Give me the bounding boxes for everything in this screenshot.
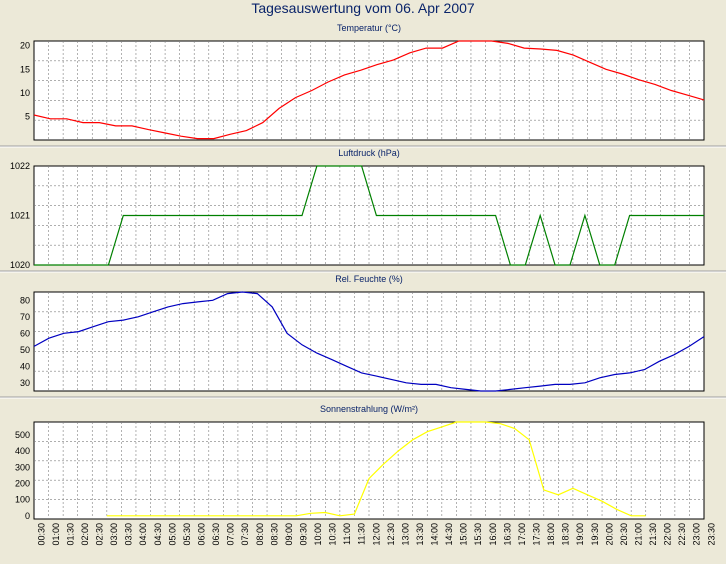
y-tick-label: 40	[20, 361, 30, 371]
x-tick-label: 12:30	[386, 523, 396, 546]
humidity-line	[33, 291, 705, 392]
x-tick-label: 08:00	[255, 523, 265, 546]
y-tick-label: 60	[20, 328, 30, 338]
radiation-line	[106, 421, 646, 517]
y-tick-label: 1020	[10, 260, 30, 270]
chart-title: Rel. Feuchte (%)	[335, 274, 403, 284]
chart-title: Temperatur (°C)	[337, 23, 401, 33]
x-tick-label: 10:30	[328, 523, 338, 546]
temperature-chart: Temperatur (°C) 5 10 15 20	[0, 23, 726, 148]
y-tick-label: 1022	[10, 161, 30, 171]
pressure-chart: Luftdruck (hPa) 1020 1021 1022	[0, 148, 726, 273]
x-tick-label: 23:00	[692, 523, 702, 546]
radiation-chart: Sonnenstrahlung (W/m²) 0 100 200 300 400 500	[15, 404, 705, 521]
x-tick-label: 05:30	[182, 523, 192, 546]
x-axis: 00:30 01:00 01:30 02:00 02:30 03:00 03:30 04:00…	[36, 523, 716, 546]
x-tick-label: 03:00	[109, 523, 119, 546]
y-tick-label: 1021	[10, 211, 30, 221]
x-tick-label: 13:30	[415, 523, 425, 546]
x-tick-label: 07:30	[240, 523, 250, 546]
humidity-chart: Rel. Feuchte (%) 30 40 50 60 70 80	[0, 274, 726, 399]
y-tick-label: 300	[15, 462, 30, 472]
x-tick-label: 23:30	[706, 523, 716, 546]
y-tick-label: 20	[20, 41, 30, 51]
x-tick-label: 02:00	[80, 523, 90, 546]
x-tick-label: 22:00	[663, 523, 673, 546]
y-tick-label: 100	[15, 495, 30, 505]
x-tick-label: 20:30	[619, 523, 629, 546]
chart-title: Sonnenstrahlung (W/m²)	[320, 404, 418, 414]
y-tick-label: 80	[20, 295, 30, 305]
x-tick-label: 12:00	[371, 523, 381, 546]
x-tick-label: 11:30	[357, 523, 367, 545]
x-tick-label: 14:00	[430, 523, 440, 546]
x-tick-label: 16:00	[488, 523, 498, 546]
x-tick-label: 00:30	[36, 523, 46, 546]
x-tick-label: 21:00	[633, 523, 643, 546]
x-tick-label: 15:30	[473, 523, 483, 546]
x-tick-label: 13:00	[400, 523, 410, 546]
pressure-line	[34, 165, 704, 266]
x-tick-label: 14:30	[444, 523, 454, 546]
x-tick-label: 07:00	[226, 523, 236, 546]
x-tick-label: 09:30	[298, 523, 308, 546]
x-tick-label: 05:00	[167, 523, 177, 546]
y-tick-label: 15	[20, 64, 30, 74]
x-tick-label: 17:30	[532, 523, 542, 546]
x-tick-label: 10:00	[313, 523, 323, 546]
chart-title: Luftdruck (hPa)	[338, 148, 400, 158]
x-tick-label: 03:30	[124, 523, 134, 546]
x-tick-label: 19:00	[575, 523, 585, 546]
x-tick-label: 01:00	[51, 523, 61, 546]
y-tick-label: 5	[25, 111, 30, 121]
x-tick-label: 19:30	[590, 523, 600, 546]
x-tick-label: 16:30	[502, 523, 512, 546]
x-tick-label: 18:30	[561, 523, 571, 546]
y-tick-label: 200	[15, 478, 30, 488]
y-tick-label: 500	[15, 430, 30, 440]
x-tick-label: 04:00	[138, 523, 148, 546]
y-tick-label: 10	[20, 88, 30, 98]
x-tick-label: 01:30	[65, 523, 75, 546]
y-tick-label: 70	[20, 312, 30, 322]
x-tick-label: 04:30	[153, 523, 163, 546]
x-tick-label: 06:30	[211, 523, 221, 546]
temperature-line	[33, 40, 705, 140]
x-tick-label: 02:30	[95, 523, 105, 546]
x-tick-label: 11:00	[342, 523, 352, 545]
y-tick-label: 50	[20, 345, 30, 355]
y-tick-label: 400	[15, 446, 30, 456]
y-tick-label: 0	[25, 511, 30, 521]
x-tick-label: 08:30	[269, 523, 279, 546]
x-tick-label: 18:00	[546, 523, 556, 546]
x-tick-label: 17:00	[517, 523, 527, 546]
y-tick-label: 30	[20, 378, 30, 388]
x-tick-label: 06:00	[197, 523, 207, 546]
x-tick-label: 22:30	[677, 523, 687, 546]
x-tick-label: 09:00	[284, 523, 294, 546]
page-title: Tagesauswertung vom 06. Apr 2007	[251, 0, 475, 16]
x-tick-label: 15:00	[459, 523, 469, 546]
x-tick-label: 21:30	[648, 523, 658, 546]
x-tick-label: 20:00	[604, 523, 614, 546]
